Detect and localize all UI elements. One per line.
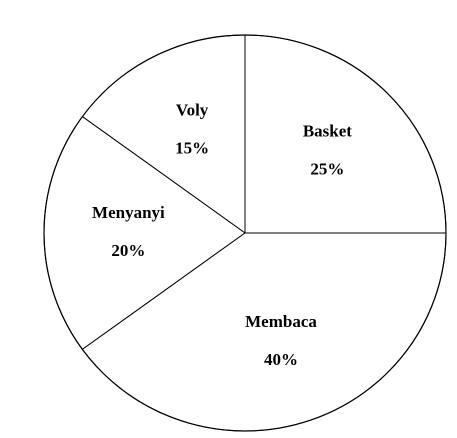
slice-value-membaca: 40% xyxy=(264,350,298,369)
slice-value-menyanyi: 20% xyxy=(111,241,145,260)
slice-label-menyanyi: Menyanyi xyxy=(92,203,165,222)
slice-value-basket: 25% xyxy=(310,160,344,179)
slice-label-voly: Voly xyxy=(176,101,209,120)
slice-label-basket: Basket xyxy=(303,122,352,141)
pie-outline xyxy=(43,34,447,432)
slice-value-voly: 15% xyxy=(175,139,209,158)
slice-label-membaca: Membaca xyxy=(245,312,317,331)
